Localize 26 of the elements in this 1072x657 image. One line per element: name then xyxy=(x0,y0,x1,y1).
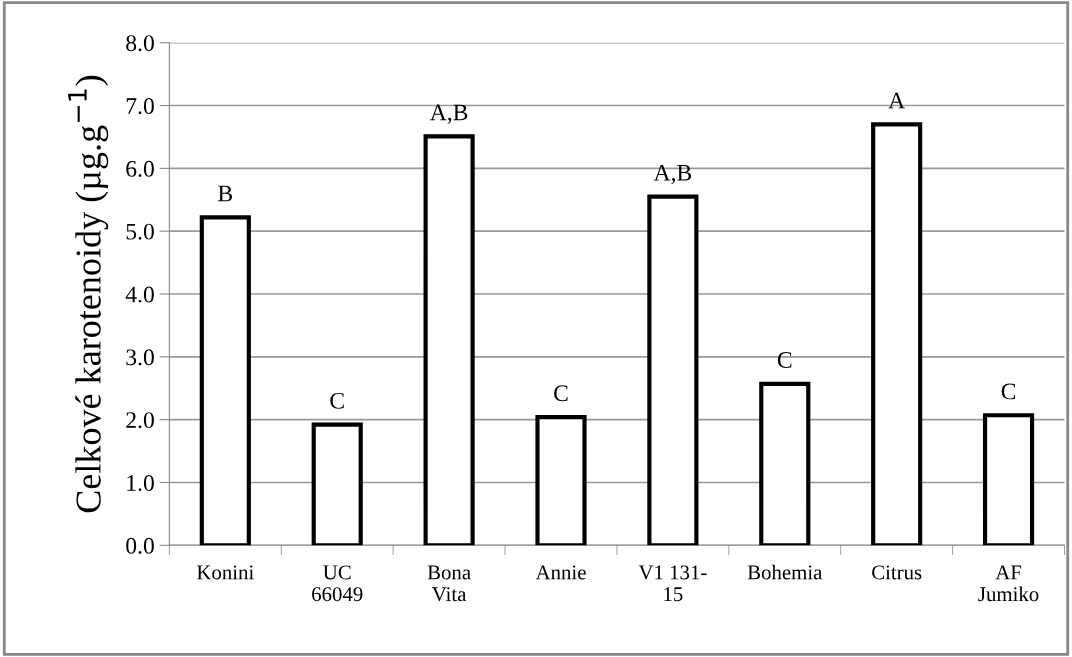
annotation: C xyxy=(554,385,568,402)
y-tick-label: 4.0 xyxy=(125,286,154,303)
y-tick-label: 6.0 xyxy=(126,160,154,177)
annotation: A,B xyxy=(653,164,692,185)
x-tick-label: UC 66049 xyxy=(312,565,363,602)
annotation: A xyxy=(888,92,906,109)
annotation: C xyxy=(1001,383,1016,400)
y-tick-label: 2.0 xyxy=(126,412,154,429)
x-tick-label: Bona Vita xyxy=(427,565,471,602)
y-tick-label: 8.0 xyxy=(126,35,154,52)
annotation: A,B xyxy=(429,104,468,124)
x-tick-label: Citrus xyxy=(872,565,922,580)
y-tick-label: 7.0 xyxy=(126,98,154,115)
annotation: C xyxy=(330,392,344,409)
y-tick-label: 5.0 xyxy=(126,223,154,240)
x-tick-label: Annie xyxy=(535,565,586,580)
y-tick-label: 1.0 xyxy=(127,474,154,492)
x-tick-label: AF Jumiko xyxy=(978,565,1039,602)
y-tick-label: 0.0 xyxy=(126,537,154,554)
annotation: B xyxy=(218,185,233,202)
y-tick-label: 3.0 xyxy=(126,349,154,366)
x-tick-label: V1 131- 15 xyxy=(638,565,707,602)
x-tick-label: Bohemia xyxy=(747,564,823,580)
annotation: C xyxy=(777,352,792,368)
x-tick-label: Konini xyxy=(196,565,254,580)
y-axis-title: Celkové karotenoidy (µg.g$^{−1}$) xyxy=(68,75,109,513)
